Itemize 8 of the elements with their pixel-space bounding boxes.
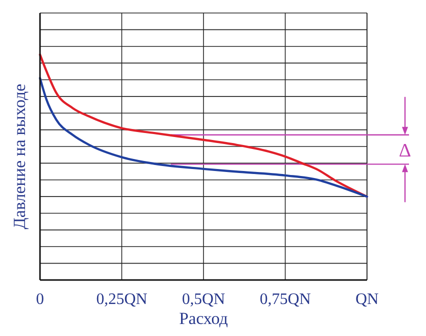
x-tick-label: 0,5QN	[182, 291, 226, 308]
x-tick-label: 0	[36, 291, 44, 308]
y-axis-title: Давление на выходе	[10, 84, 29, 230]
text: Δ	[398, 140, 412, 162]
x-tick-label: 0,25QN	[96, 291, 148, 308]
x-tick-label: QN	[355, 291, 379, 308]
x-axis-title: Расход	[179, 309, 228, 328]
x-tick-label: 0,75QN	[260, 291, 312, 308]
